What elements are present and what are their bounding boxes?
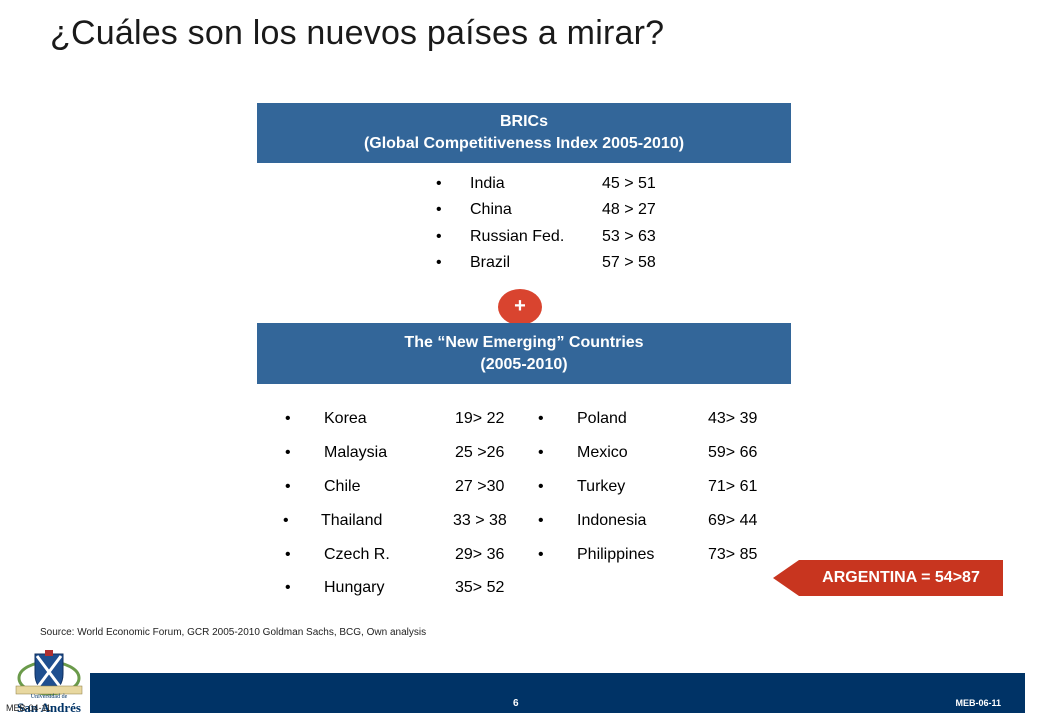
- callout-arrow-shape: [773, 560, 1003, 596]
- country-value: 73> 85: [708, 546, 758, 563]
- plus-badge: +: [498, 289, 542, 325]
- argentina-callout-text: ARGENTINA = 54>87: [822, 569, 980, 586]
- country-value: 59> 66: [708, 444, 758, 461]
- bullet-icon: •: [436, 228, 442, 245]
- country-name: India: [470, 175, 505, 192]
- country-name: Brazil: [470, 254, 511, 271]
- bullet-icon: •: [436, 201, 442, 218]
- bullet-icon: •: [283, 512, 289, 529]
- country-value: 45 > 51: [602, 175, 656, 192]
- bullet-icon: •: [285, 444, 291, 461]
- country-value: 71> 61: [708, 478, 758, 495]
- bullet-icon: •: [285, 546, 291, 563]
- country-value: 48 > 27: [602, 201, 656, 218]
- page-number: 6: [513, 698, 519, 709]
- country-name: Czech R.: [324, 546, 390, 563]
- bullet-icon: •: [538, 478, 544, 495]
- country-name: Turkey: [577, 478, 626, 495]
- brics-header-box: BRICs (Global Competitiveness Index 2005…: [257, 103, 791, 163]
- country-value: 35> 52: [455, 579, 505, 596]
- emerging-header-subtitle: (2005-2010): [480, 355, 568, 373]
- country-value: 43> 39: [708, 410, 758, 427]
- source-note: Source: World Economic Forum, GCR 2005-2…: [40, 627, 427, 638]
- country-name: Philippines: [577, 546, 655, 563]
- logo-subtitle: Universidad de: [30, 694, 68, 700]
- country-value: 29> 36: [455, 546, 505, 563]
- doc-code: MEB-06-11: [955, 698, 1001, 708]
- country-value: 19> 22: [455, 410, 505, 427]
- country-name: Hungary: [324, 579, 385, 596]
- country-name: Russian Fed.: [470, 228, 565, 245]
- country-name: Mexico: [577, 444, 628, 461]
- shield-crest-icon: [15, 650, 83, 696]
- country-value: 27 >30: [455, 478, 505, 495]
- university-logo: Universidad de San Andrés: [8, 648, 90, 716]
- bullet-icon: •: [285, 410, 291, 427]
- country-value: 57 > 58: [602, 254, 656, 271]
- slide-title: ¿Cuáles son los nuevos países a mirar?: [50, 14, 665, 52]
- bullet-icon: •: [538, 546, 544, 563]
- bullet-icon: •: [436, 254, 442, 271]
- brics-header-title: BRICs: [499, 113, 548, 130]
- left-doc-code: MEB-04-11: [6, 703, 51, 713]
- footer-bar: 6 MEB-06-11: [90, 673, 1025, 713]
- bullet-icon: •: [538, 410, 544, 427]
- country-value: 25 >26: [455, 444, 505, 461]
- country-name: Korea: [324, 410, 367, 427]
- bullet-icon: •: [538, 512, 544, 529]
- bullet-icon: •: [436, 175, 442, 192]
- emerging-header-box: The “New Emerging” Countries (2005-2010): [257, 323, 791, 384]
- emerging-header-title: The “New Emerging” Countries: [404, 333, 644, 351]
- country-value: 53 > 63: [602, 228, 656, 245]
- country-name: Indonesia: [577, 512, 647, 529]
- argentina-callout: ARGENTINA = 54>87: [773, 560, 1003, 596]
- brics-header-subtitle: (Global Competitiveness Index 2005-2010): [363, 135, 685, 152]
- country-name: Thailand: [321, 512, 383, 529]
- country-value: 33 > 38: [453, 512, 507, 529]
- country-name: Poland: [577, 410, 627, 427]
- bullet-icon: •: [538, 444, 544, 461]
- logo-name: San Andrés: [17, 700, 81, 715]
- bullet-icon: •: [285, 478, 291, 495]
- country-value: 69> 44: [708, 512, 758, 529]
- country-name: Malaysia: [324, 444, 388, 461]
- country-name: China: [470, 201, 512, 218]
- country-name: Chile: [324, 478, 361, 495]
- bullet-icon: •: [285, 579, 291, 596]
